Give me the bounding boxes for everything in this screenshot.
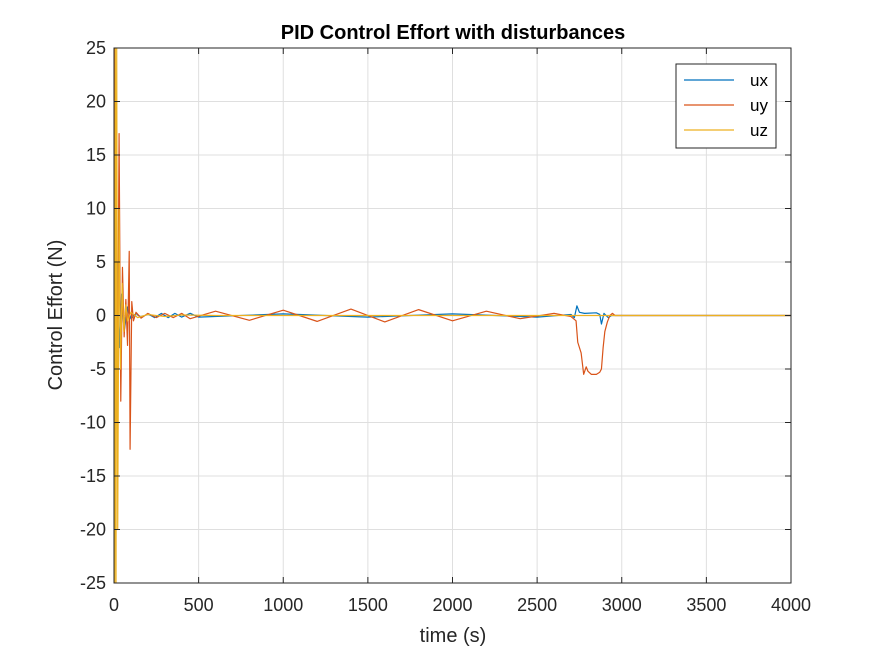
x-tick-label: 4000 (771, 595, 811, 615)
legend: ux uy uz (675, 63, 777, 149)
y-tick-label: 5 (96, 252, 106, 272)
y-tick-label: 25 (86, 38, 106, 58)
data-series (114, 48, 791, 583)
y-tick-label: 15 (86, 145, 106, 165)
legend-label-ux: ux (750, 71, 768, 90)
x-tick-label: 3500 (686, 595, 726, 615)
y-tick-label: -20 (80, 520, 106, 540)
legend-label-uz: uz (750, 121, 768, 140)
x-axis-label: time (s) (420, 625, 487, 647)
y-tick-label: -5 (90, 359, 106, 379)
x-tick-label: 0 (109, 595, 119, 615)
x-tick-label: 1500 (348, 595, 388, 615)
legend-label-uy: uy (750, 96, 768, 115)
y-tick-label: -10 (80, 413, 106, 433)
y-tick-label: 0 (96, 306, 106, 326)
legend-box (675, 63, 777, 149)
x-tick-labels: 0 500 1000 1500 2000 2500 3000 3500 4000 (109, 595, 811, 615)
y-tick-label: -25 (80, 573, 106, 593)
series-line-uz (114, 48, 791, 583)
y-tick-label: 10 (86, 199, 106, 219)
x-tick-label: 1000 (263, 595, 303, 615)
y-tick-label: -15 (80, 466, 106, 486)
chart-title: PID Control Effort with disturbances (281, 22, 625, 44)
x-tick-label: 2500 (517, 595, 557, 615)
axis-ticks (113, 47, 792, 584)
y-tick-labels: -25 -20 -15 -10 -5 0 5 10 15 20 25 (80, 38, 106, 593)
x-tick-label: 3000 (602, 595, 642, 615)
x-tick-label: 2000 (432, 595, 472, 615)
x-tick-label: 500 (184, 595, 214, 615)
y-tick-label: 20 (86, 92, 106, 112)
y-axis-label: Control Effort (N) (45, 240, 67, 391)
